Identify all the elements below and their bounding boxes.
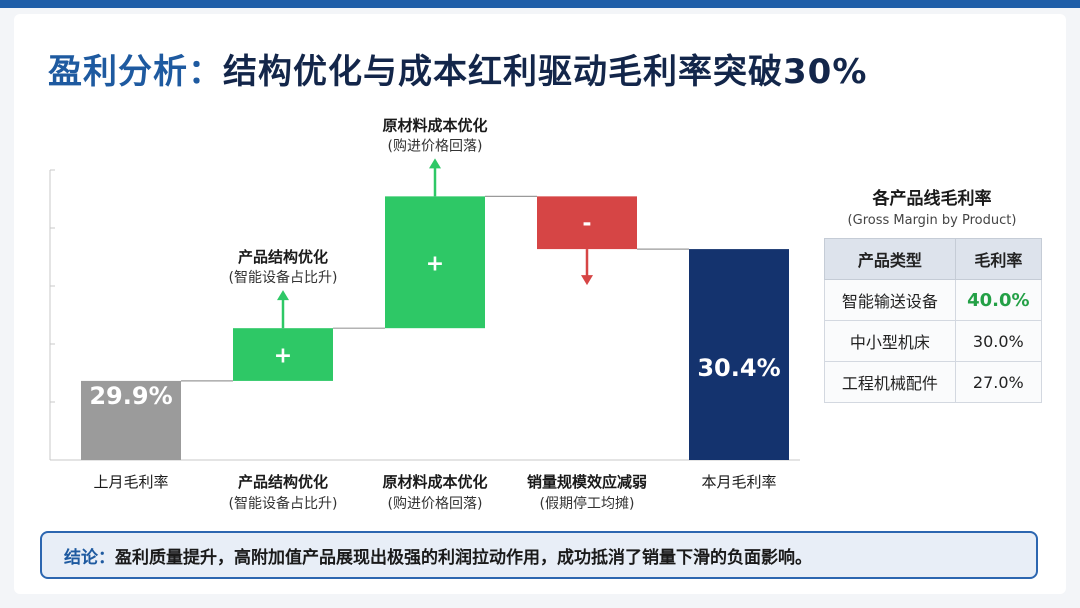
page-title: 盈利分析：结构优化与成本红利驱动毛利率突破30% (48, 44, 867, 93)
up-arrow-icon (277, 290, 289, 301)
top-accent-bar (0, 0, 1080, 8)
bar-total (689, 249, 789, 460)
conclusion-box: 结论： 盈利质量提升，高附加值产品展现出极强的利润拉动作用，成功抵消了销量下滑的负… (40, 531, 1038, 579)
row-value-highlight: 40.0% (954, 279, 1043, 321)
row-name: 智能输送设备 (824, 279, 956, 321)
annotation-subtitle: (智能设备占比升) (229, 269, 338, 286)
conclusion-label: 结论： (64, 547, 115, 568)
bar-total (81, 380, 181, 460)
x-tick-label: 原材料成本优化 (382, 473, 487, 491)
row-value: 27.0% (954, 361, 1043, 403)
margin-table: 产品类型 毛利率 智能输送设备 40.0% 中小型机床 30.0% 工程机械配件… (824, 238, 1043, 403)
row-value: 30.0% (954, 320, 1043, 362)
header-product-type: 产品类型 (824, 238, 956, 280)
x-tick-label: 本月毛利率 (701, 473, 776, 491)
table-row: 智能输送设备 40.0% (824, 279, 1043, 321)
table-subtitle: (Gross Margin by Product) (847, 213, 1017, 228)
annotation-title: 产品结构优化 (238, 248, 328, 266)
table-title: 各产品线毛利率 (872, 189, 992, 209)
table-header-row: 产品类型 毛利率 (824, 238, 1043, 280)
bar-value-label: 29.9% (89, 382, 172, 410)
x-tick-label: 产品结构优化 (238, 473, 328, 491)
table-row: 工程机械配件 27.0% (824, 361, 1043, 403)
down-arrow-icon (581, 275, 593, 286)
bar-increase (385, 196, 485, 329)
conclusion-text: 盈利质量提升，高附加值产品展现出极强的利润拉动作用，成功抵消了销量下滑的负面影响… (115, 547, 812, 568)
x-tick-sublabel: (智能设备占比升) (229, 495, 338, 512)
title-main: 结构优化与成本红利驱动毛利率突破30% (223, 52, 868, 92)
x-tick-label: 销量规模效应减弱 (527, 473, 647, 491)
bar-value-label: + (274, 344, 292, 369)
x-tick-sublabel: (假期停工均摊) (540, 495, 635, 512)
bar-value-label: 30.4% (697, 354, 780, 382)
annotation-title: 原材料成本优化 (382, 116, 487, 134)
x-tick-label: 上月毛利率 (93, 473, 168, 491)
annotation-subtitle: (购进价格回落) (388, 138, 483, 154)
row-name: 工程机械配件 (824, 361, 956, 403)
row-name: 中小型机床 (824, 320, 956, 362)
bar-decrease (537, 196, 637, 250)
up-arrow-icon (429, 158, 441, 169)
header-margin: 毛利率 (954, 238, 1043, 280)
bar-value-label: + (426, 251, 444, 276)
table-row: 中小型机床 30.0% (824, 320, 1043, 362)
product-margin-table-block: 各产品线毛利率 (Gross Margin by Product) 产品类型 毛… (822, 184, 1043, 403)
x-tick-sublabel: (购进价格回落) (388, 496, 483, 512)
title-prefix: 盈利分析： (48, 52, 223, 92)
bar-value-label: - (582, 212, 591, 237)
bar-increase (233, 328, 333, 381)
